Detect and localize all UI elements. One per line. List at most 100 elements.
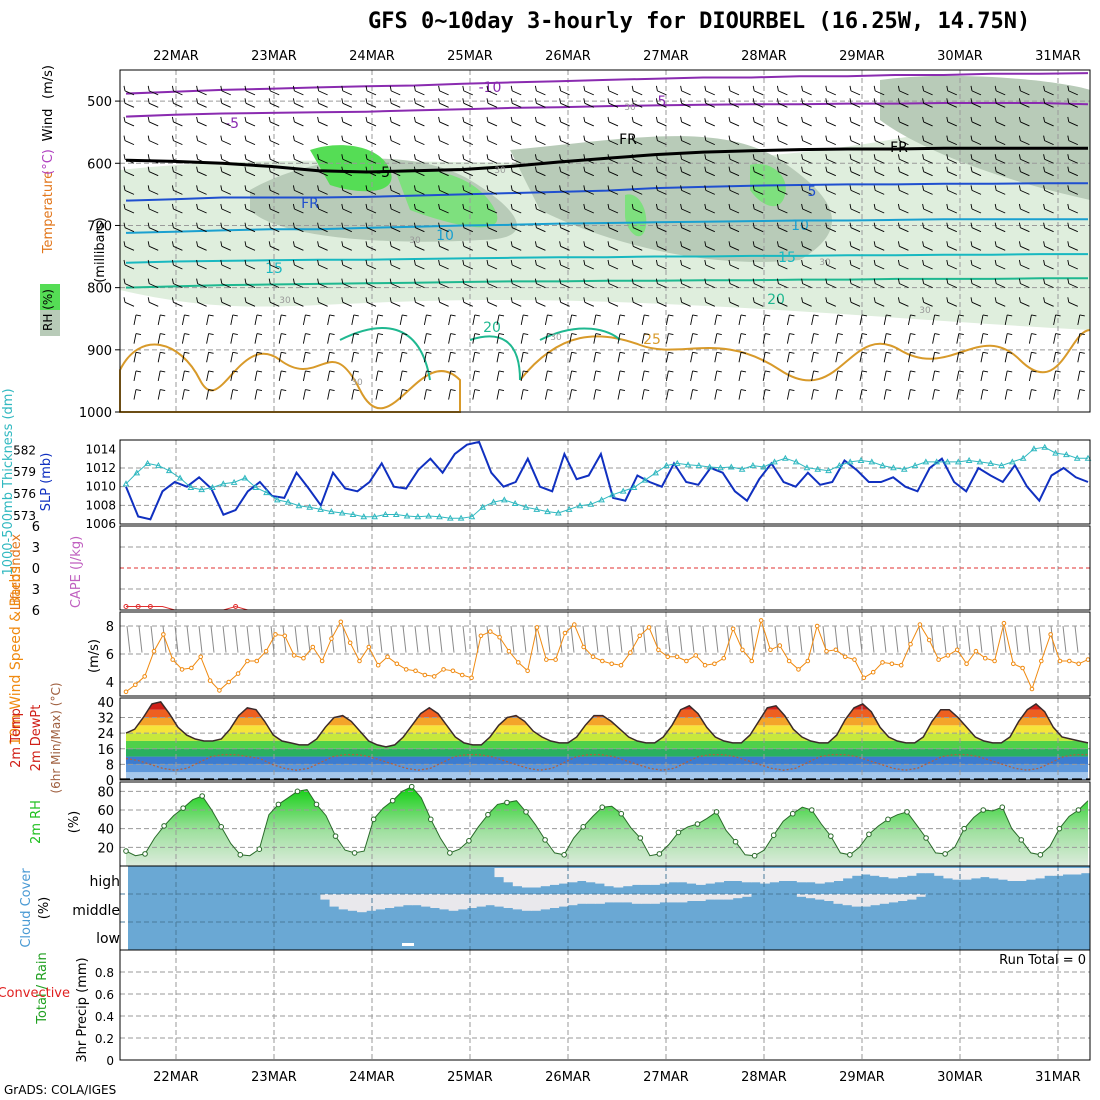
wind-barb [1044,227,1054,233]
wind-barb [1004,352,1008,363]
wind-barb [278,389,282,400]
wind-barb-flag [994,154,997,160]
wind-barb [996,189,1006,195]
wind-barb-flag [123,203,126,210]
wind-barb [705,102,715,108]
cloud-middle-cell [696,894,706,901]
wind-barb [245,227,256,233]
thickness-line [125,446,1088,519]
wind-barb [1004,389,1008,400]
wind-barb [633,158,643,164]
wind-barb [786,352,790,363]
wind-barb-flag [982,314,989,317]
rh-panel [120,782,1090,866]
wind-barb-flag [317,98,320,104]
wind-barb [883,352,887,363]
wind-barb-flag [680,98,683,104]
slp-line [125,440,1089,521]
wind-barb [245,121,256,127]
wind-barb-flag [607,154,610,160]
wind-barb-flag [510,154,513,160]
wind-barb [996,245,1006,251]
wind-barb-flag [631,116,634,123]
wind-barb [423,352,427,363]
wind-barb-flag [583,259,586,266]
wind-speed-point [740,647,745,653]
wind-barb-flag [934,333,940,336]
cloud-middle-cell [576,894,587,904]
wind-barb [971,140,982,146]
wind-barb-flag [377,351,384,354]
thickness-point [944,458,951,465]
wind-barb [278,314,282,326]
cloud-middle-cell [833,894,844,904]
wind-barb-flag [389,85,392,91]
wind-barb-flag [438,166,441,172]
wind-barb-flag [970,203,973,210]
wind-barb-flag [922,166,925,172]
wind-barb-flag [244,278,247,284]
wind-barb-flag [1043,98,1046,104]
wind-barb-flag [208,333,214,336]
wind-barb [1068,140,1078,146]
wind-barb [157,352,161,363]
wind-barb-flag [123,166,126,172]
wind-barb [923,208,933,214]
wind-barb [157,333,161,344]
thickness-point [511,500,519,507]
wind-barb [641,352,645,363]
wind-barb-flag [765,351,771,354]
wind-barb [124,121,135,127]
wind-barb [1077,370,1081,381]
wind-speed-point [189,665,194,671]
rh-point [751,852,758,859]
wind-barb-flag [861,333,868,336]
wind-barb [342,208,352,214]
wind-barb-flag [474,389,480,392]
thickness-point [468,513,476,520]
wind-barb-flag [510,278,513,284]
wind-barb-flag [426,370,432,373]
wind-barb-flag [994,222,997,228]
wind-barb [608,264,619,270]
wind-speed-point [133,682,138,688]
wind-barb-flag [402,314,408,317]
wind-barb-flag [413,85,416,91]
wind-barb [448,314,452,326]
wind-barb [124,227,135,233]
wind-barb-flag [498,314,505,317]
wind-barb-flag [413,241,416,247]
y-tick-label: 6 [32,520,40,535]
wind-barb [230,389,234,400]
wind-barb-flag [825,135,828,141]
wind-barb [294,625,299,653]
wind-barb-flag [789,351,795,354]
lifted-index-point [147,604,153,609]
wind-barb-flag [825,203,828,210]
thickness-point [879,462,886,469]
y-tick-label: 6 [32,604,40,619]
wind-barb [463,283,473,289]
wind-barb [826,301,836,307]
wind-barb [342,102,352,108]
wind-barb-flag [861,351,868,354]
wind-barb-flag [934,389,940,392]
wind-barb-flag [123,297,126,303]
wind-barb [850,140,861,146]
wind-barb-flag [897,154,900,160]
temperature-band [126,748,1088,757]
wind-barb [996,102,1006,108]
rh-point [980,807,987,813]
wind-barb [802,102,812,108]
wind-barb-flag [184,351,190,354]
wind-speed-point [1020,665,1025,671]
wind-barb [560,301,570,307]
wind-barb-flag [547,370,553,373]
wind-barb [630,625,635,653]
wind-barb-flag [147,154,150,160]
wind-speed-point [338,619,344,625]
wind-barb [665,333,669,344]
wind-barb-flag [740,351,747,354]
wind-barb-flag [655,241,658,247]
wind-barb [487,158,498,164]
